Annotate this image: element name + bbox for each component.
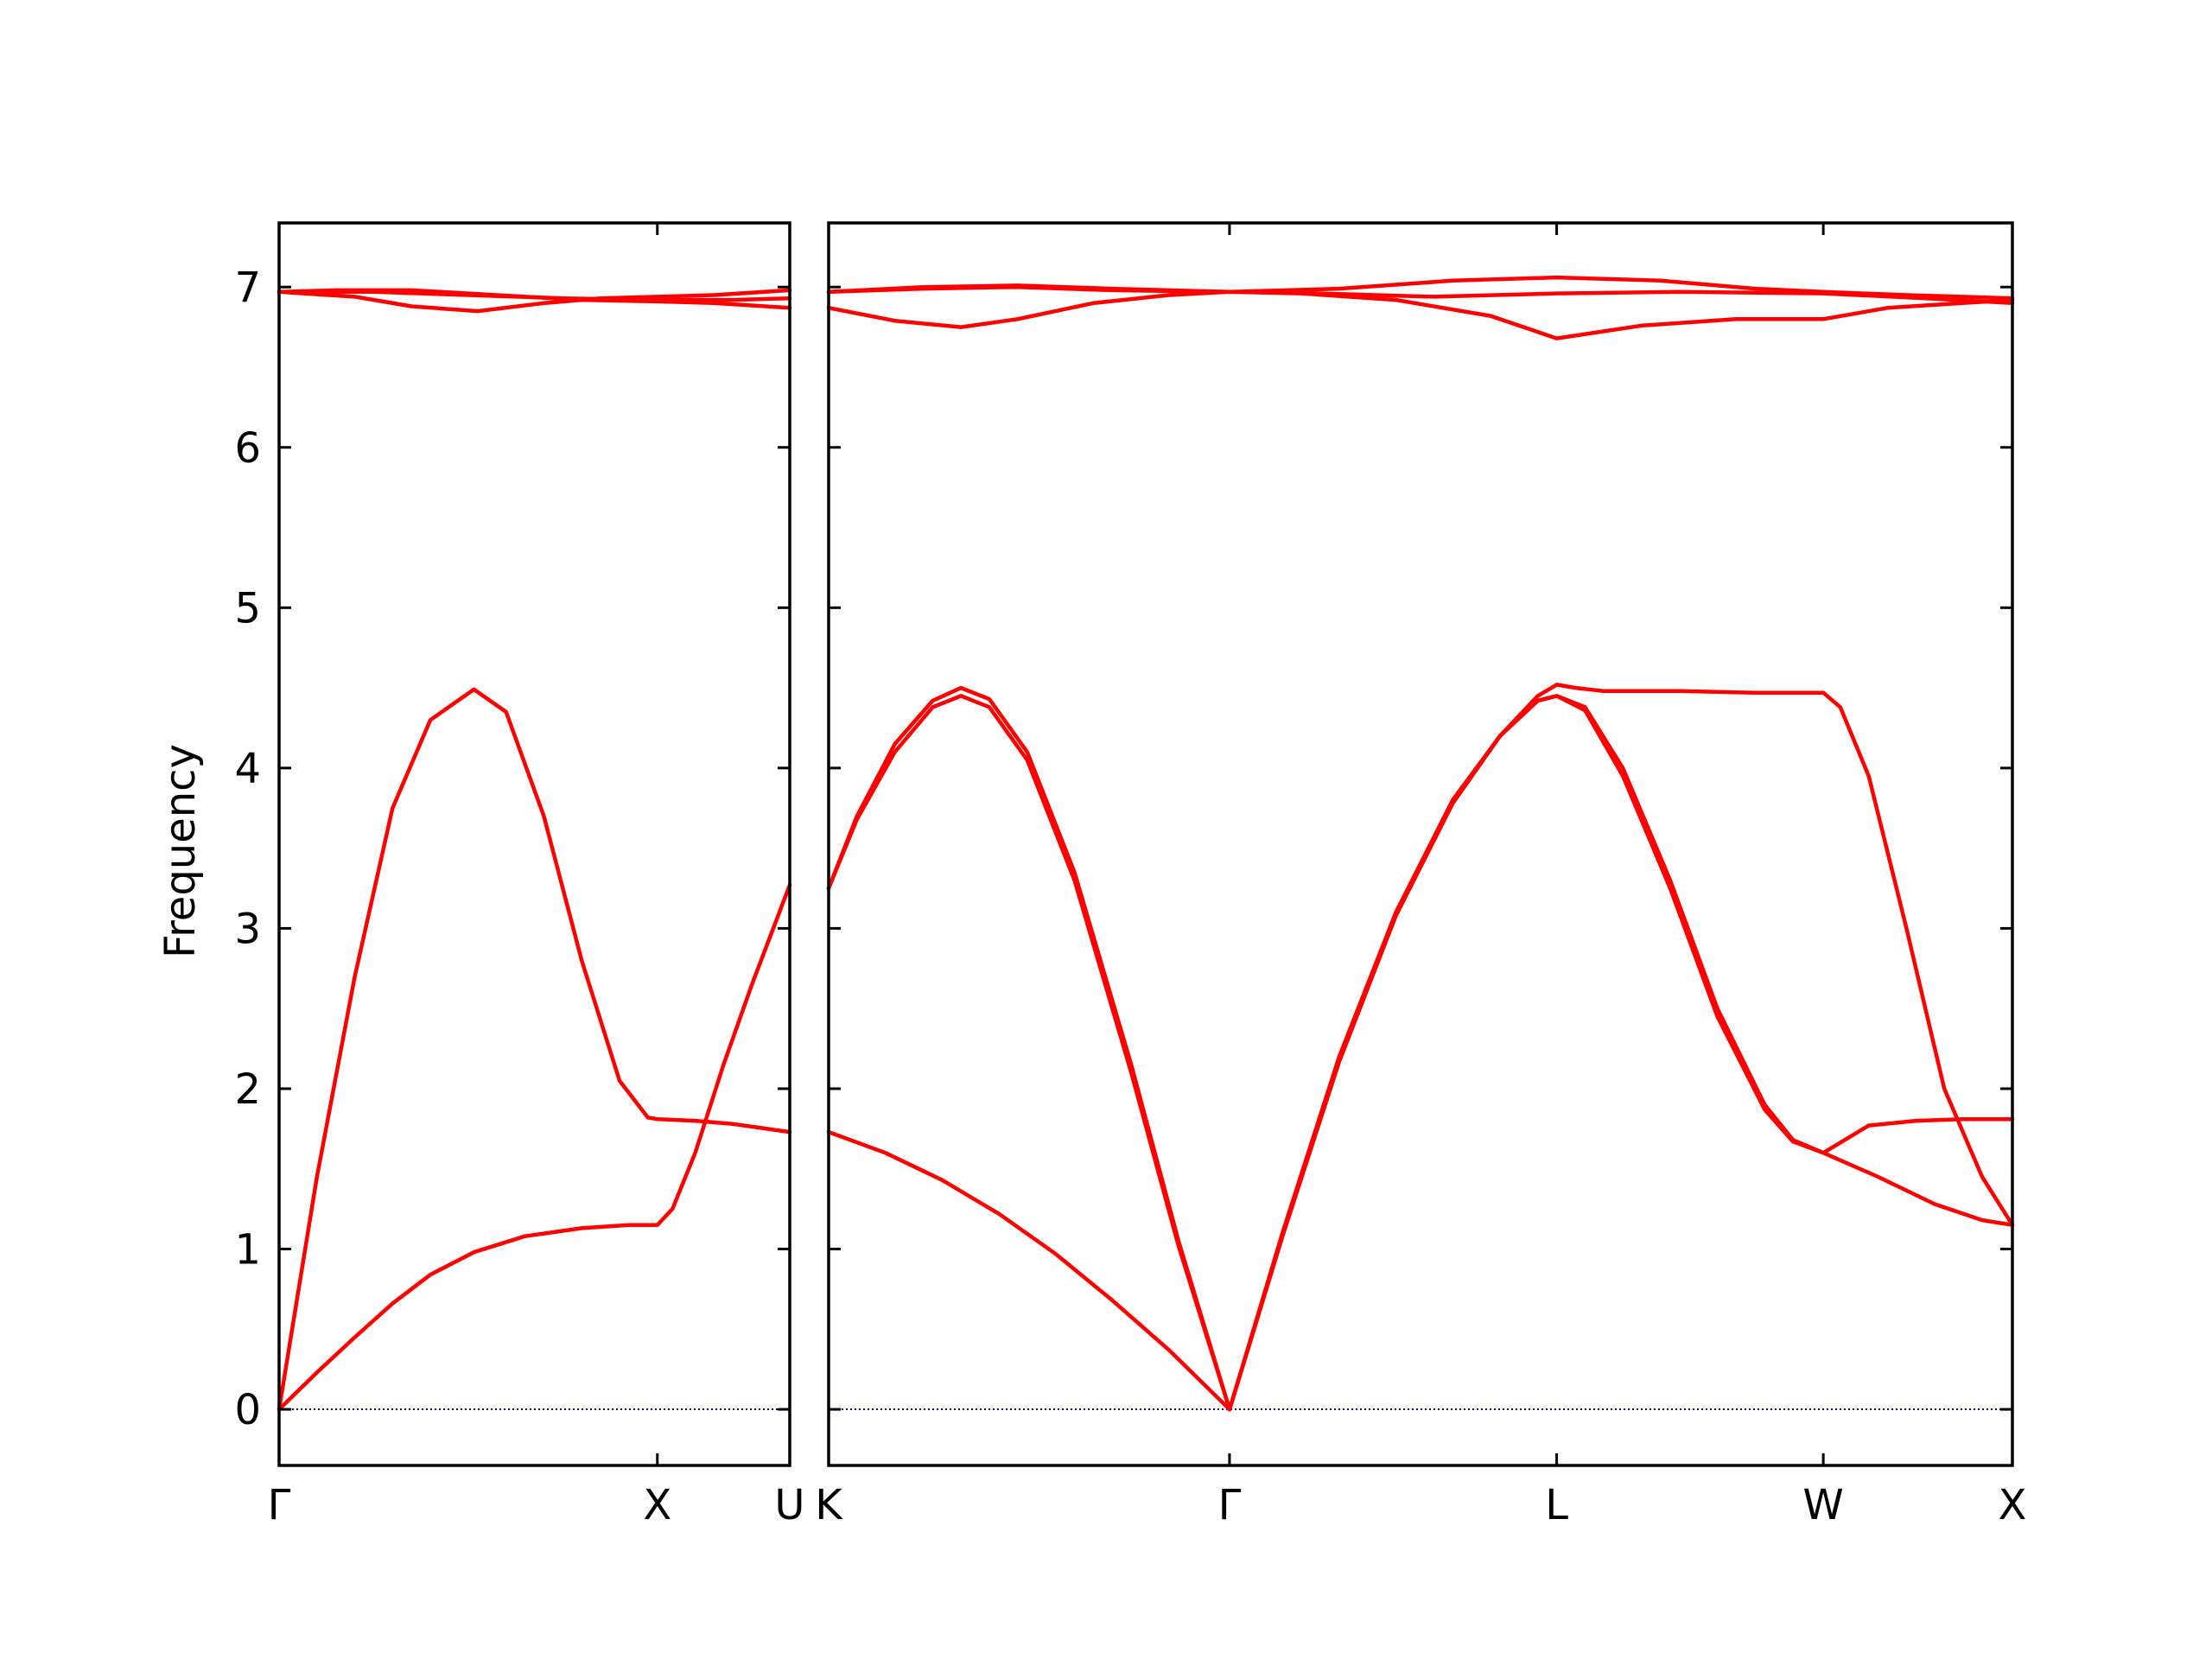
band-line-4 bbox=[1227, 683, 2015, 1412]
x-tick-label: L bbox=[1545, 1481, 1568, 1529]
x-tick-label: Γ bbox=[1218, 1481, 1242, 1529]
x-tick-label: K bbox=[815, 1481, 843, 1529]
y-tick-label: 3 bbox=[234, 905, 261, 953]
y-tick-label: 7 bbox=[234, 264, 261, 312]
band-line-8 bbox=[826, 284, 2015, 340]
band-line-6 bbox=[1227, 694, 2015, 1412]
x-tick-label: Γ bbox=[268, 1481, 291, 1529]
panel-frame bbox=[277, 221, 791, 1467]
band-line-2 bbox=[826, 694, 1232, 1412]
y-axis-title: Frequency bbox=[156, 744, 205, 958]
band-line-9 bbox=[826, 289, 2015, 329]
band-line-2 bbox=[276, 883, 792, 1412]
x-tick-label: U bbox=[774, 1481, 804, 1529]
y-tick-label: 5 bbox=[234, 584, 261, 632]
band-line-1 bbox=[826, 685, 1232, 1412]
band-line-5 bbox=[276, 289, 792, 302]
y-tick-label: 0 bbox=[234, 1386, 261, 1434]
band-line-5 bbox=[1227, 694, 2015, 1412]
band-line-1 bbox=[276, 687, 792, 1412]
panel-frame bbox=[827, 221, 2014, 1467]
band-line-4 bbox=[276, 288, 792, 314]
x-tick-label: W bbox=[1802, 1481, 1843, 1529]
y-tick-label: 1 bbox=[234, 1226, 261, 1274]
y-tick-label: 4 bbox=[234, 745, 261, 793]
y-axis-tick-labels: 0 1 2 3 4 5 6 7 bbox=[234, 264, 261, 1434]
x-tick-label: X bbox=[643, 1481, 671, 1529]
band-line-3 bbox=[826, 1129, 1232, 1412]
y-tick-label: 2 bbox=[234, 1065, 261, 1114]
y-tick-label: 6 bbox=[234, 424, 261, 473]
x-tick-label: X bbox=[1999, 1481, 2027, 1529]
